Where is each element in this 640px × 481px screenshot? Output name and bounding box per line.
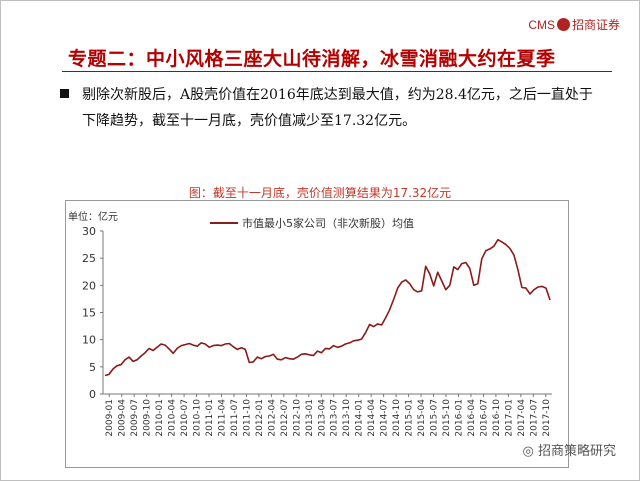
brand-logo: CMS 招商证券	[528, 16, 620, 33]
title-divider	[62, 71, 612, 72]
x-tick-label: 2012-07	[280, 399, 290, 437]
chart-title: 图：截至十一月底，壳价值测算结果为17.32亿元	[188, 186, 452, 200]
x-tick-label: 2015-10	[442, 399, 452, 437]
x-tick-label: 2015-04	[417, 399, 427, 437]
x-tick-label: 2010-10	[193, 399, 203, 437]
x-tick-label: 2013-04	[317, 399, 327, 437]
x-tick-label: 2017-01	[504, 399, 514, 437]
x-tick-label: 2017-10	[542, 399, 552, 437]
x-tick-label: 2009-04	[118, 399, 128, 437]
x-tick-label: 2012-10	[292, 399, 302, 437]
x-tick-label: 2010-01	[155, 399, 165, 437]
x-tick-label: 2017-04	[517, 399, 527, 437]
y-tick-label: 10	[82, 334, 96, 347]
chart-box	[65, 200, 569, 468]
watermark-text: 招商策略研究	[537, 444, 616, 459]
x-tick-label: 2016-07	[479, 399, 489, 437]
x-tick-label: 2015-07	[430, 399, 440, 437]
bullet-square-icon	[60, 89, 69, 98]
y-tick-label: 0	[89, 388, 96, 401]
y-tick-label: 5	[89, 361, 96, 374]
x-tick-label: 2014-07	[380, 399, 390, 437]
x-tick-label: 2014-10	[392, 399, 402, 437]
x-tick-label: 2010-04	[168, 399, 178, 437]
x-tick-label: 2009-10	[143, 399, 153, 437]
x-tick-label: 2017-07	[529, 399, 539, 437]
x-tick-label: 2010-07	[180, 399, 190, 437]
x-tick-label: 2011-07	[230, 399, 240, 437]
logo-cn: 招商证券	[571, 18, 620, 32]
series-line	[104, 238, 551, 377]
bullet-text: 剔除次新股后，A股壳价值在2016年底达到最大值，约为28.4亿元，之后一直处于…	[82, 87, 593, 129]
x-tick-label: 2012-04	[267, 399, 277, 437]
x-tick-label: 2012-01	[255, 399, 265, 437]
y-tick-label: 25	[82, 252, 96, 265]
watermark: ◎ 招商策略研究	[523, 440, 617, 459]
y-tick-label: 30	[82, 225, 96, 238]
logo-text: CMS	[528, 18, 555, 32]
x-tick-label: 2013-01	[305, 399, 315, 437]
logo-mark-icon	[556, 18, 570, 31]
x-tick-label: 2013-10	[342, 399, 352, 437]
y-tick-label: 20	[82, 279, 96, 292]
x-tick-label: 2009-01	[105, 399, 115, 437]
x-tick-label: 2011-10	[242, 399, 252, 437]
x-tick-label: 2016-10	[492, 399, 502, 437]
x-tick-label: 2016-01	[454, 399, 464, 437]
legend-entry: 市值最小5家公司（非次新股）均值	[242, 217, 414, 230]
legend-line-swatch	[210, 222, 238, 224]
x-tick-label: 2011-01	[205, 399, 215, 437]
slide-title: 专题二：中小风格三座大山待消解，冰雪消融大约在夏季	[68, 48, 556, 70]
x-tick-label: 2016-04	[467, 399, 477, 437]
x-tick-label: 2014-01	[355, 399, 365, 437]
wechat-icon: ◎	[522, 444, 534, 459]
x-tick-label: 2011-04	[217, 399, 227, 437]
unit-label: 单位：亿元	[68, 212, 118, 223]
x-tick-label: 2009-07	[130, 399, 140, 437]
y-tick-label: 15	[82, 307, 96, 320]
x-tick-label: 2014-04	[367, 399, 377, 437]
x-tick-label: 2013-07	[330, 399, 340, 437]
x-tick-label: 2015-01	[405, 399, 415, 437]
